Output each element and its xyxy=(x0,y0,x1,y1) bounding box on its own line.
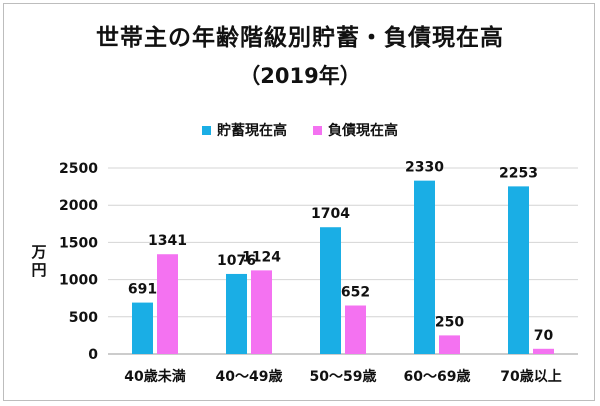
legend-item-savings: 貯蓄現在高 xyxy=(202,120,287,140)
legend-item-debt: 負債現在高 xyxy=(313,120,398,140)
x-tick-label: 50～59歳 xyxy=(310,368,377,385)
data-label-savings: 691 xyxy=(128,282,157,298)
bar-debt xyxy=(345,305,366,354)
x-tick-label: 60～69歳 xyxy=(404,368,471,385)
chart-frame xyxy=(3,3,595,401)
bar-savings xyxy=(132,302,153,354)
bar-debt xyxy=(157,254,178,354)
y-tick-label: 1500 xyxy=(59,235,98,251)
chart-title: 世帯主の年齢階級別貯蓄・負債現在高 xyxy=(96,25,504,51)
legend: 貯蓄現在高 負債現在高 xyxy=(0,120,600,140)
data-label-savings: 1076 xyxy=(217,253,256,269)
bar-debt xyxy=(533,348,554,354)
legend-label-savings: 貯蓄現在高 xyxy=(217,123,287,139)
bar-savings xyxy=(508,186,529,354)
legend-swatch-debt xyxy=(313,125,322,135)
data-label-debt: 250 xyxy=(435,314,464,330)
data-label-savings: 2330 xyxy=(405,160,444,176)
bar-debt xyxy=(439,335,460,354)
x-tick-label: 40～49歳 xyxy=(216,368,283,385)
y-tick-label: 2000 xyxy=(59,198,98,214)
data-label-debt: 70 xyxy=(534,328,554,344)
legend-swatch-savings xyxy=(202,125,211,135)
bar-savings xyxy=(320,227,341,354)
data-label-debt: 652 xyxy=(341,284,370,300)
data-label-debt: 1341 xyxy=(148,233,187,249)
y-axis-label: 万円 xyxy=(31,243,47,279)
legend-label-debt: 負債現在高 xyxy=(328,123,398,139)
y-tick-label: 500 xyxy=(69,310,98,326)
y-tick-label: 0 xyxy=(88,347,98,363)
data-label-savings: 1704 xyxy=(311,206,350,222)
data-label-savings: 2253 xyxy=(499,165,538,181)
y-tick-label: 2500 xyxy=(59,161,98,177)
bar-debt xyxy=(251,270,272,354)
bar-savings xyxy=(414,180,435,354)
x-tick-label: 40歳未満 xyxy=(124,368,185,385)
x-tick-label: 70歳以上 xyxy=(500,368,561,385)
chart-subtitle: （2019年） xyxy=(239,64,361,88)
y-tick-label: 1000 xyxy=(59,273,98,289)
bar-savings xyxy=(226,273,247,354)
data-label-debt: 1124 xyxy=(242,249,281,265)
